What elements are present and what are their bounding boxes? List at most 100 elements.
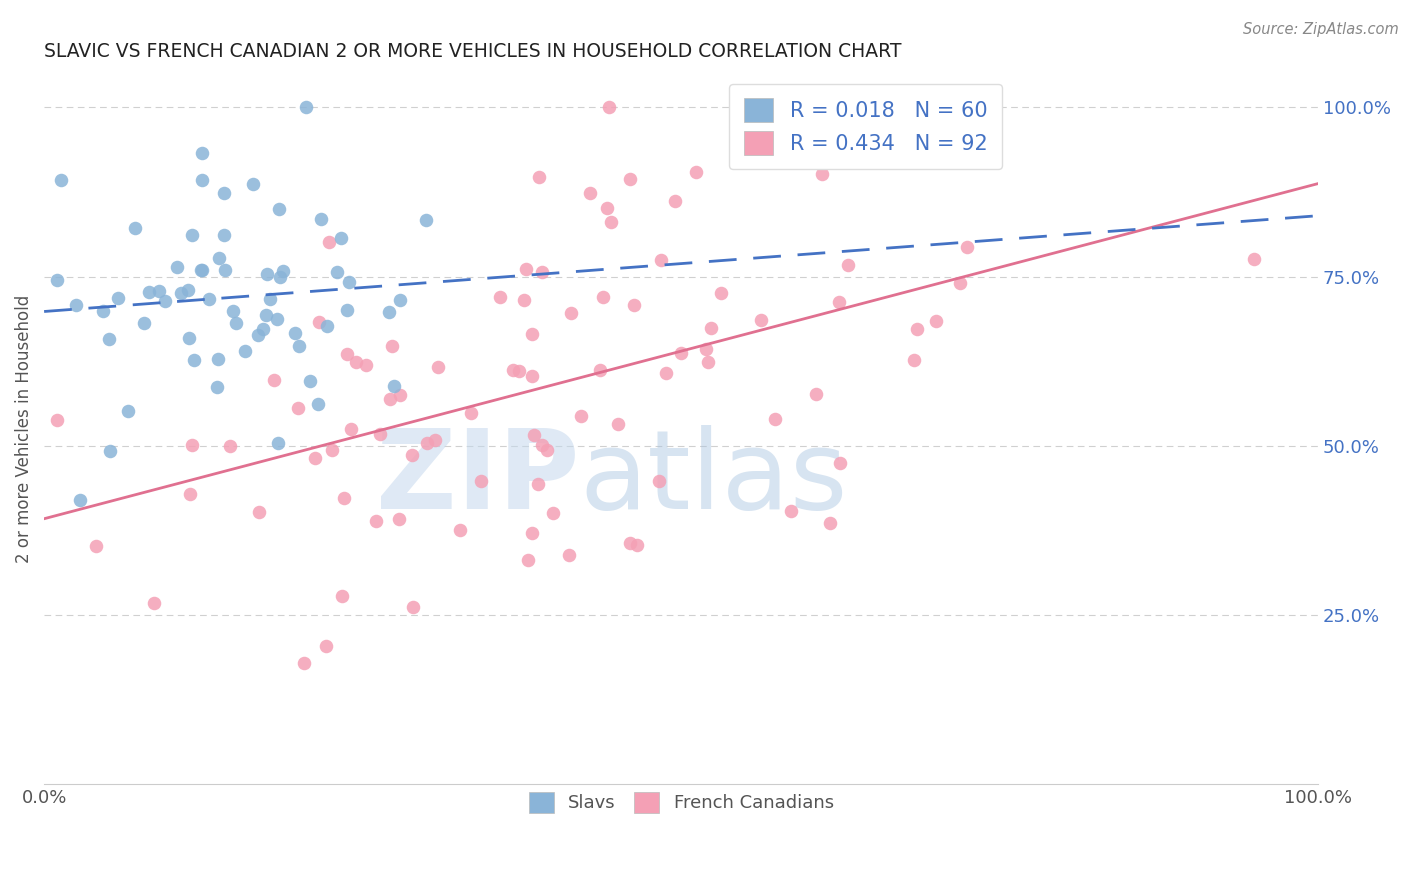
Point: [449, 523, 471, 537]
Point: [523, 428, 546, 442]
Point: [592, 289, 614, 303]
Point: [292, 656, 315, 670]
Y-axis label: 2 or more Vehicles in Household: 2 or more Vehicles in Household: [15, 294, 32, 563]
Point: [247, 505, 270, 519]
Point: [370, 426, 392, 441]
Point: [304, 451, 326, 466]
Point: [606, 417, 628, 431]
Point: [180, 438, 202, 452]
Point: [626, 538, 648, 552]
Point: [321, 442, 343, 457]
Point: [337, 275, 360, 289]
Point: [256, 267, 278, 281]
Point: [513, 293, 536, 307]
Point: [520, 327, 543, 342]
Point: [378, 304, 401, 318]
Point: [650, 253, 672, 268]
Point: [124, 221, 146, 235]
Point: [143, 596, 166, 610]
Point: [107, 291, 129, 305]
Point: [212, 227, 235, 242]
Point: [527, 477, 550, 491]
Point: [354, 358, 377, 372]
Point: [138, 285, 160, 299]
Point: [502, 363, 524, 377]
Point: [170, 286, 193, 301]
Point: [177, 331, 200, 345]
Point: [65, 298, 87, 312]
Point: [530, 265, 553, 279]
Text: ZIP: ZIP: [375, 425, 579, 533]
Point: [259, 293, 281, 307]
Point: [344, 355, 367, 369]
Point: [235, 343, 257, 358]
Point: [600, 215, 623, 229]
Point: [246, 328, 269, 343]
Point: [284, 326, 307, 340]
Point: [267, 202, 290, 216]
Point: [747, 150, 769, 164]
Point: [423, 433, 446, 447]
Point: [266, 312, 288, 326]
Point: [520, 368, 543, 383]
Point: [925, 314, 948, 328]
Point: [780, 504, 803, 518]
Point: [427, 360, 450, 375]
Point: [388, 293, 411, 308]
Point: [536, 443, 558, 458]
Point: [527, 170, 550, 185]
Point: [956, 240, 979, 254]
Point: [214, 263, 236, 277]
Point: [508, 364, 530, 378]
Point: [700, 321, 723, 335]
Point: [242, 177, 264, 191]
Point: [219, 439, 242, 453]
Point: [415, 213, 437, 227]
Point: [336, 303, 359, 318]
Point: [307, 397, 329, 411]
Point: [664, 194, 686, 209]
Point: [295, 100, 318, 114]
Point: [198, 293, 221, 307]
Point: [596, 202, 619, 216]
Point: [330, 589, 353, 603]
Point: [287, 401, 309, 416]
Point: [98, 444, 121, 458]
Point: [378, 392, 401, 406]
Point: [225, 316, 247, 330]
Point: [326, 265, 349, 279]
Point: [558, 548, 581, 562]
Point: [685, 165, 707, 179]
Point: [51, 172, 73, 186]
Point: [470, 474, 492, 488]
Point: [530, 438, 553, 452]
Point: [710, 285, 733, 300]
Point: [818, 516, 841, 530]
Point: [155, 293, 177, 308]
Point: [401, 600, 423, 615]
Point: [619, 172, 641, 186]
Point: [333, 491, 356, 505]
Point: [207, 351, 229, 366]
Point: [560, 306, 582, 320]
Point: [315, 639, 337, 653]
Point: [179, 487, 201, 501]
Point: [315, 318, 337, 333]
Point: [619, 536, 641, 550]
Point: [254, 308, 277, 322]
Point: [695, 343, 717, 357]
Point: [148, 284, 170, 298]
Point: [569, 409, 592, 423]
Point: [252, 322, 274, 336]
Point: [318, 235, 340, 249]
Point: [949, 277, 972, 291]
Text: SLAVIC VS FRENCH CANADIAN 2 OR MORE VEHICLES IN HOUSEHOLD CORRELATION CHART: SLAVIC VS FRENCH CANADIAN 2 OR MORE VEHI…: [44, 42, 901, 61]
Point: [905, 322, 928, 336]
Point: [401, 448, 423, 462]
Point: [522, 525, 544, 540]
Point: [69, 493, 91, 508]
Point: [181, 227, 204, 242]
Point: [654, 366, 676, 380]
Point: [517, 553, 540, 567]
Point: [191, 263, 214, 277]
